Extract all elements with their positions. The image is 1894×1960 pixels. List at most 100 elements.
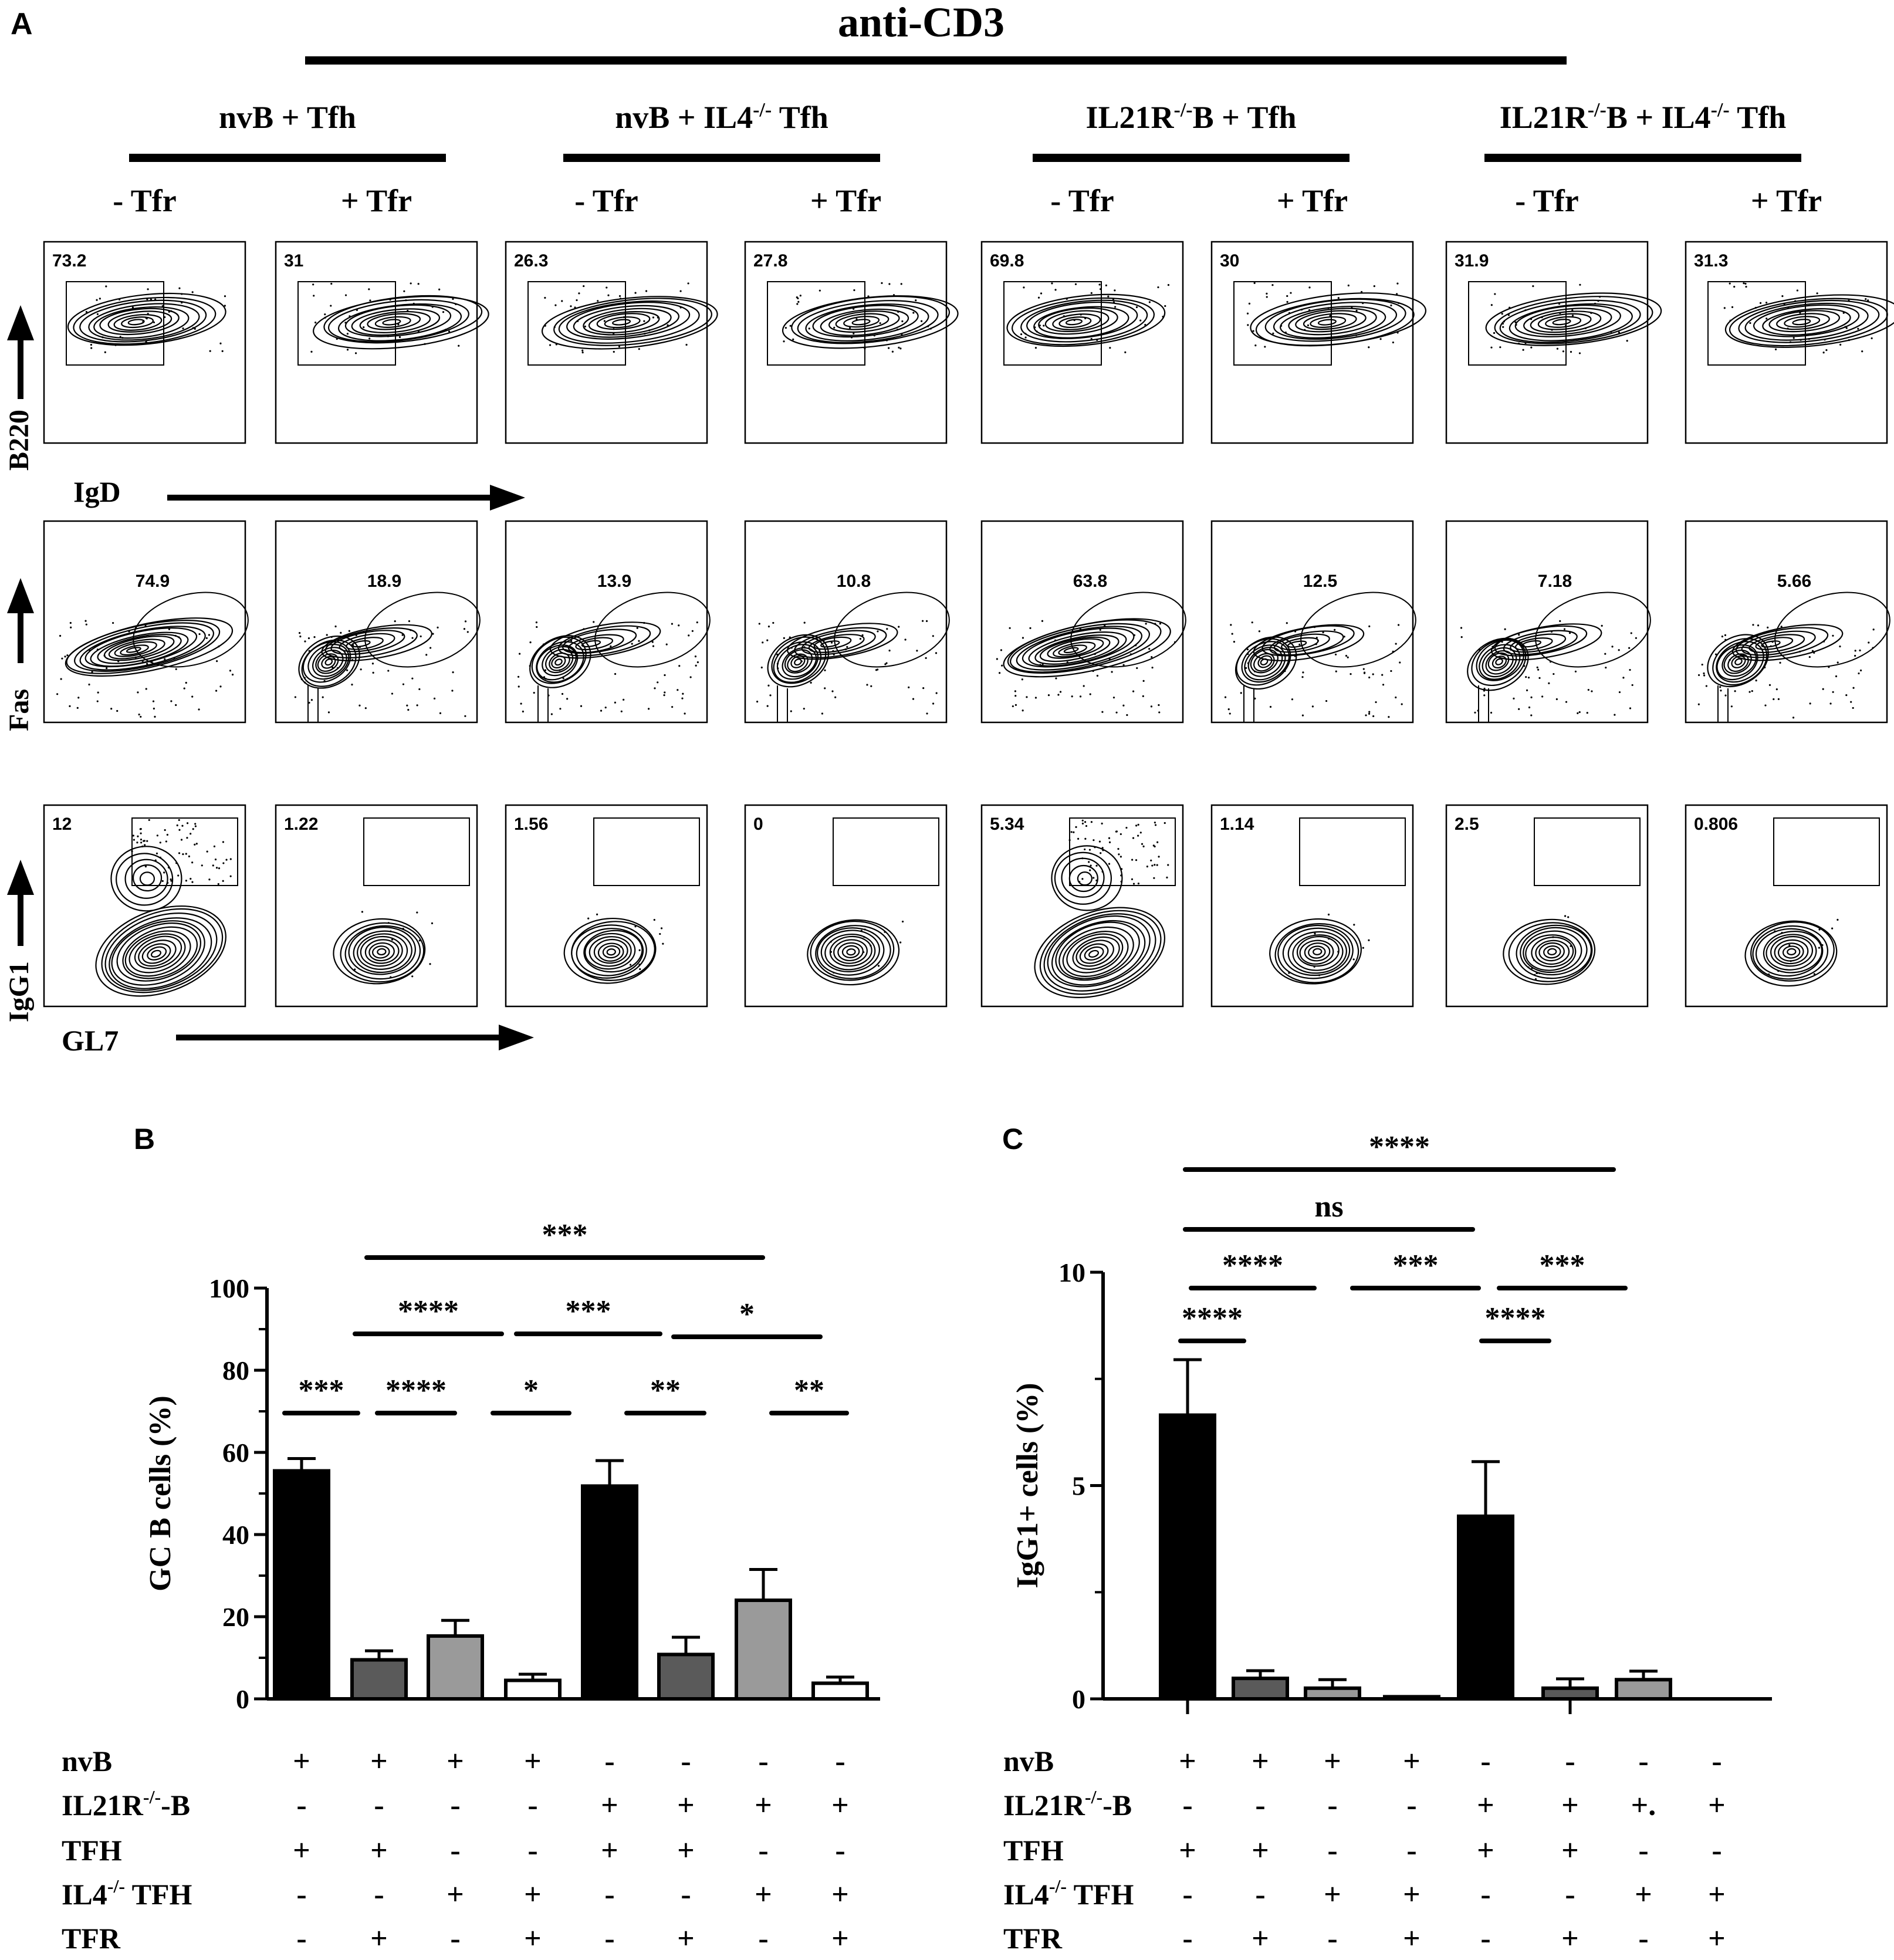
event-dot [653,918,655,921]
event-dot [891,350,894,353]
event-dot [153,321,155,323]
table-b-cell: - [527,1834,537,1867]
contour-line [368,942,395,962]
event-dot [685,343,688,346]
event-dot [1857,327,1859,330]
event-dot [416,911,418,914]
event-dot [363,326,365,329]
contour-tail [777,685,788,722]
event-dot [1164,822,1166,824]
event-dot [1308,286,1311,289]
table-b-row-label-2: IL21R-/--B [62,1786,190,1822]
event-dot [1850,701,1852,703]
event-dot [1135,859,1138,861]
event-dot [561,300,563,302]
contour-line [1467,637,1529,691]
event-dot [1570,350,1572,353]
event-dot [1014,704,1017,706]
contour-line [101,908,224,993]
event-dot [1622,677,1625,679]
event-dot [1556,347,1559,350]
contour-line [1026,302,1138,339]
event-dot [1000,649,1003,651]
table-b-cell: - [296,1878,306,1911]
event-dot [152,700,155,702]
event-dot [881,282,883,284]
event-dot [935,652,938,654]
gate-percentage: 31.3 [1694,251,1728,271]
event-dot [596,913,598,915]
event-dot [1773,698,1775,701]
event-dot [1382,684,1385,686]
group-title-text: B + Tfh [1193,100,1297,135]
event-dot [340,631,342,634]
event-dot [205,637,208,640]
event-dot [1023,286,1025,289]
event-dot [150,298,152,300]
row-label-text: TFH [62,1834,122,1867]
event-dot [194,825,197,827]
table-c-cell: + [1252,1834,1269,1867]
contour-line [820,640,840,648]
event-dot [1618,331,1621,334]
event-dot [618,295,621,298]
contour-line [843,316,880,328]
event-dot [1392,341,1394,344]
event-dot [1335,670,1337,673]
event-dot [638,348,640,350]
contour-line [820,930,880,972]
event-dot [1286,300,1288,303]
contour-line [1055,921,1140,981]
gate-percentage: 1.14 [1220,815,1254,834]
event-dot [638,964,641,966]
contour-line [801,630,876,655]
table-c-row-label-3: TFH [1003,1834,1064,1867]
event-dot [915,299,917,302]
event-dot [1117,848,1120,850]
event-dot [767,684,770,687]
event-dot [354,968,356,971]
event-dot [1861,350,1863,353]
event-dot [925,657,927,659]
table-c-cell: - [1255,1789,1265,1822]
event-dot [1562,350,1565,353]
event-dot [870,685,872,687]
contour-line [1088,949,1099,958]
b220-arrow-head [7,305,34,340]
table-b-cell: - [681,1745,691,1778]
event-dot [70,626,72,628]
event-dot [1302,671,1304,674]
event-dot [879,322,881,325]
event-dot [908,686,910,688]
contour-line [1552,319,1571,326]
event-dot [1792,717,1795,719]
event-dot [1269,705,1272,708]
event-dot [1816,292,1818,295]
contour-line [1792,319,1811,326]
event-dot [1792,337,1795,339]
event-dot [420,635,422,638]
event-dot [1131,859,1134,861]
panel-c-label: C [1002,1123,1023,1155]
event-dot [1397,624,1400,626]
event-dot [593,621,595,623]
contour-tail [1243,685,1254,722]
event-dot [877,965,880,967]
event-dot [1570,945,1572,947]
superscript: -/- [1588,99,1606,121]
contour-line [1077,871,1093,886]
event-dot [1499,346,1501,349]
gate-box [1534,817,1641,886]
event-dot [132,834,134,837]
chart-b-bar-5 [581,1484,638,1701]
event-dot [344,294,347,296]
event-dot [1399,661,1401,664]
contour-line [593,938,628,964]
chart-b-significance-label: * [523,1374,539,1407]
fas-arrow-shaft [18,607,23,663]
event-dot [213,845,216,847]
plot-frame [744,520,948,724]
event-dot [136,842,138,844]
event-dot [221,350,224,352]
